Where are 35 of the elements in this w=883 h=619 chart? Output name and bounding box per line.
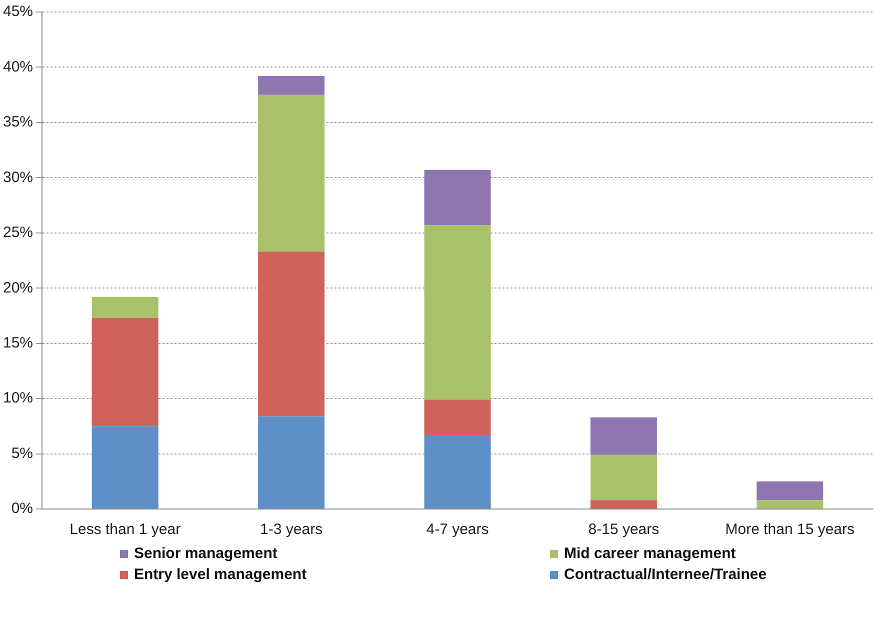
x-tick-label: Less than 1 year bbox=[70, 521, 181, 538]
bar bbox=[424, 400, 491, 435]
y-tick-label: 15% bbox=[2, 334, 34, 352]
bar bbox=[92, 318, 158, 426]
bar bbox=[258, 416, 325, 508]
bar bbox=[756, 481, 824, 500]
bar bbox=[92, 296, 158, 318]
legend-label: Contractual/Internee/Trainee bbox=[564, 566, 767, 583]
legend-label: Entry level management bbox=[134, 566, 307, 583]
y-tick-label: 45% bbox=[2, 3, 34, 20]
x-tick-label: 4-7 years bbox=[426, 521, 489, 538]
legend-label: Mid career management bbox=[564, 545, 736, 562]
bar bbox=[258, 252, 325, 416]
bar bbox=[590, 454, 657, 500]
y-tick-label: 10% bbox=[2, 390, 34, 407]
y-tick-label: 5% bbox=[11, 444, 34, 462]
x-tick-label: 8-15 years bbox=[588, 521, 660, 538]
y-tick-label: 25% bbox=[2, 224, 34, 242]
x-tick-label: More than 15 years bbox=[725, 521, 855, 538]
x-tick-label: 1-3 years bbox=[260, 521, 323, 538]
y-tick-label: 40% bbox=[2, 58, 34, 76]
bar bbox=[424, 170, 491, 226]
bar bbox=[258, 94, 325, 252]
bar bbox=[590, 500, 657, 508]
bar bbox=[756, 500, 824, 508]
bar bbox=[590, 417, 657, 455]
y-tick-label: 35% bbox=[2, 114, 34, 131]
y-tick-label: 20% bbox=[2, 279, 34, 296]
bar bbox=[424, 225, 491, 400]
bar bbox=[424, 435, 491, 508]
legend-label: Senior management bbox=[134, 545, 278, 562]
bar bbox=[92, 426, 158, 508]
bar bbox=[258, 76, 325, 95]
y-tick-label: 0% bbox=[11, 500, 34, 518]
y-tick-label: 30% bbox=[2, 168, 34, 186]
